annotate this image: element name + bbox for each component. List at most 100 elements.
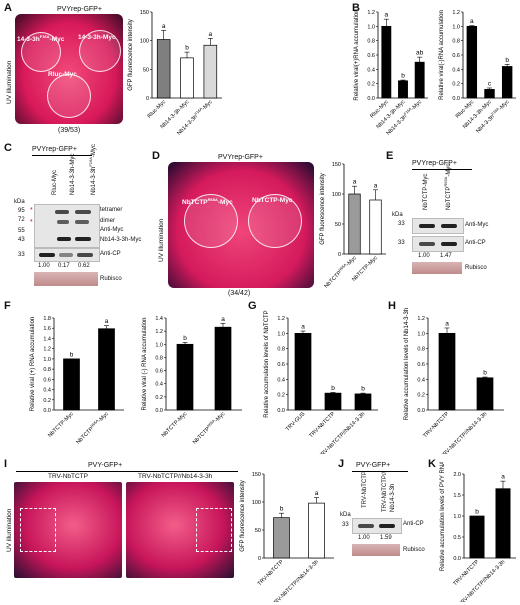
y-axis-label: Relative viral (-) RNA accumulation (142, 317, 148, 410)
y-tick-label: 0.0 (155, 408, 163, 414)
bar (273, 517, 290, 559)
infiltration-circle (79, 30, 121, 72)
x-tick-label: NbTCTPR65A-Myc (323, 254, 358, 289)
bar (414, 61, 425, 99)
y-tick-label: 1.6 (43, 326, 51, 332)
panel-label-f: F (4, 300, 11, 312)
y-axis-label: GFP fluorescence intensity (128, 19, 134, 91)
panel-e-mw-1: 33 (398, 221, 405, 227)
y-tick-label: 0.4 (155, 382, 163, 388)
panel-e-title: PVYrep-GFP+ (412, 160, 457, 167)
y-tick-label: 0.4 (43, 388, 51, 394)
panel-i-side-label: UV illumination (6, 508, 13, 552)
panel-j-mw: 33 (342, 522, 349, 528)
x-tick-label: NbTCTP-Myc (47, 411, 75, 439)
bar (214, 326, 232, 411)
panel-c-lane-3: Nb14-3-3hF16A-Myc (88, 144, 97, 195)
y-tick-label: 1.2 (452, 10, 460, 16)
panel-j-rubisco: Rubisco (403, 547, 425, 553)
panel-c-title-rule (32, 155, 92, 156)
significance-letter: b (183, 335, 187, 342)
y-axis-label: GFP fluorescence intensity (240, 480, 246, 552)
panel-b-left-bar-chart: Relative viral(+)RNA accumulation 0.0 0.2 0… (354, 9, 428, 137)
panel-f-left-bar-chart: Relative viral (+) RNA accumulation 0.0 0.… (30, 316, 124, 446)
y-tick-label: 0.6 (452, 53, 460, 59)
y-tick-label: 0.0 (43, 408, 51, 414)
y-tick-label: 0.6 (367, 53, 375, 59)
y-tick-label: 0.8 (417, 347, 425, 353)
x-tick-label: TRV-NbTCTP (257, 559, 285, 587)
significance-letter: b (185, 45, 189, 52)
panel-d-leaf-label-right: NbTCTP-Myc (252, 197, 293, 204)
significance-letter: a (385, 12, 389, 19)
panel-a-side-label: UV illumination (6, 60, 13, 104)
y-tick-label: 0.2 (452, 82, 460, 88)
y-tick-label: 1.2 (277, 316, 285, 322)
bar (308, 502, 325, 559)
significance-letter: b (70, 351, 74, 358)
x-tick-label: TRV-NbTCTP (452, 559, 480, 587)
y-tick-label: 1.2 (155, 329, 163, 335)
panel-i-title-rule (16, 471, 238, 472)
panel-e-kda: kDa (392, 212, 403, 218)
significance-letter: b (361, 386, 365, 393)
panel-c-tetramer: tetramer (100, 207, 123, 213)
bar (324, 392, 342, 411)
panel-e-anti-myc: Anti-Myc (465, 222, 489, 228)
panel-e-quant-1: 1.00 (418, 253, 430, 259)
bar (63, 358, 80, 411)
y-tick-label: 0.6 (277, 362, 285, 368)
bar (348, 193, 361, 255)
y-tick-label: 1.0 (452, 24, 460, 30)
bar (176, 343, 194, 411)
significance-letter: a (445, 320, 449, 327)
star-icon: * (30, 219, 33, 226)
x-tick-label: TRV-NbTCTP (422, 411, 450, 439)
y-tick-label: 0.8 (155, 355, 163, 361)
y-tick-label: 0.2 (277, 393, 285, 399)
panel-j-title: PVY-GFP+ (356, 462, 391, 469)
y-tick-label: 1.0 (367, 24, 375, 30)
infiltration-circle (248, 194, 302, 248)
y-tick-label: 0.8 (452, 39, 460, 45)
bar (156, 39, 171, 99)
x-tick-label: NbTCTP-Myc (161, 411, 189, 439)
panel-c-lane-2: Nb14-3-3h-Myc (70, 153, 76, 195)
dashed-region (196, 508, 232, 552)
panel-a-bar-chart: GFP fluorescence intensity 0 50 100 150 a Rluc… (128, 10, 222, 137)
panel-label-b: B (352, 2, 360, 14)
panel-label-k: K (428, 458, 436, 470)
panel-f-right-bar-chart: Relative viral (-) RNA accumulation 0.0 0.… (142, 316, 242, 446)
panel-i-left-image (14, 482, 122, 578)
y-tick-label: 0.0 (452, 96, 460, 102)
y-tick-label: 1.4 (155, 316, 163, 322)
dashed-region (20, 508, 56, 552)
y-tick-label: 0.4 (277, 377, 285, 383)
panel-i-title: PVY-GFP+ (88, 462, 123, 469)
panel-label-a: A (4, 2, 12, 14)
panel-d-leaf-label-left: NbTCTPR65A-Myc (182, 197, 233, 207)
panel-e-anti-cp: Anti-CP (465, 240, 486, 246)
y-tick-label: 0.6 (155, 369, 163, 375)
panel-g-bar-chart: Relative accumulation levels of NbTCTP 0.… (264, 310, 378, 454)
panel-e-rubisco: Rubisco (465, 265, 487, 271)
panel-k-bar-chart: Relative accumulation levels of PVY RNA 0… (440, 462, 516, 602)
y-tick-label: 0.2 (155, 395, 163, 401)
bar (398, 80, 408, 99)
y-axis-label: Relative accumulation levels of Nb14-3-3… (404, 308, 410, 420)
x-tick-label: NbTCTPR65A-Myc (191, 410, 226, 445)
bar (354, 393, 372, 411)
y-tick-label: 0 (338, 252, 341, 258)
panel-a-ratio: (39/53) (58, 127, 81, 134)
panel-b-right-bar-chart: Relative viral(-)RNA accumulation 0.0 0.2 0… (439, 10, 516, 134)
y-tick-label: 0.8 (43, 367, 51, 373)
significance-letter: b (331, 385, 335, 392)
panel-e-title-rule (412, 169, 472, 170)
panel-c-mw-55: 55 (18, 228, 25, 234)
y-tick-label: 1.0 (453, 514, 461, 520)
panel-d-bar-chart: GFP fluorescence intensity 0 50 100 150 a NbTC… (320, 162, 386, 290)
y-tick-label: 150 (252, 472, 261, 478)
y-tick-label: 0.0 (453, 556, 461, 562)
panel-c-rubisco: Rubisco (100, 276, 122, 282)
panel-label-i: I (4, 458, 8, 470)
